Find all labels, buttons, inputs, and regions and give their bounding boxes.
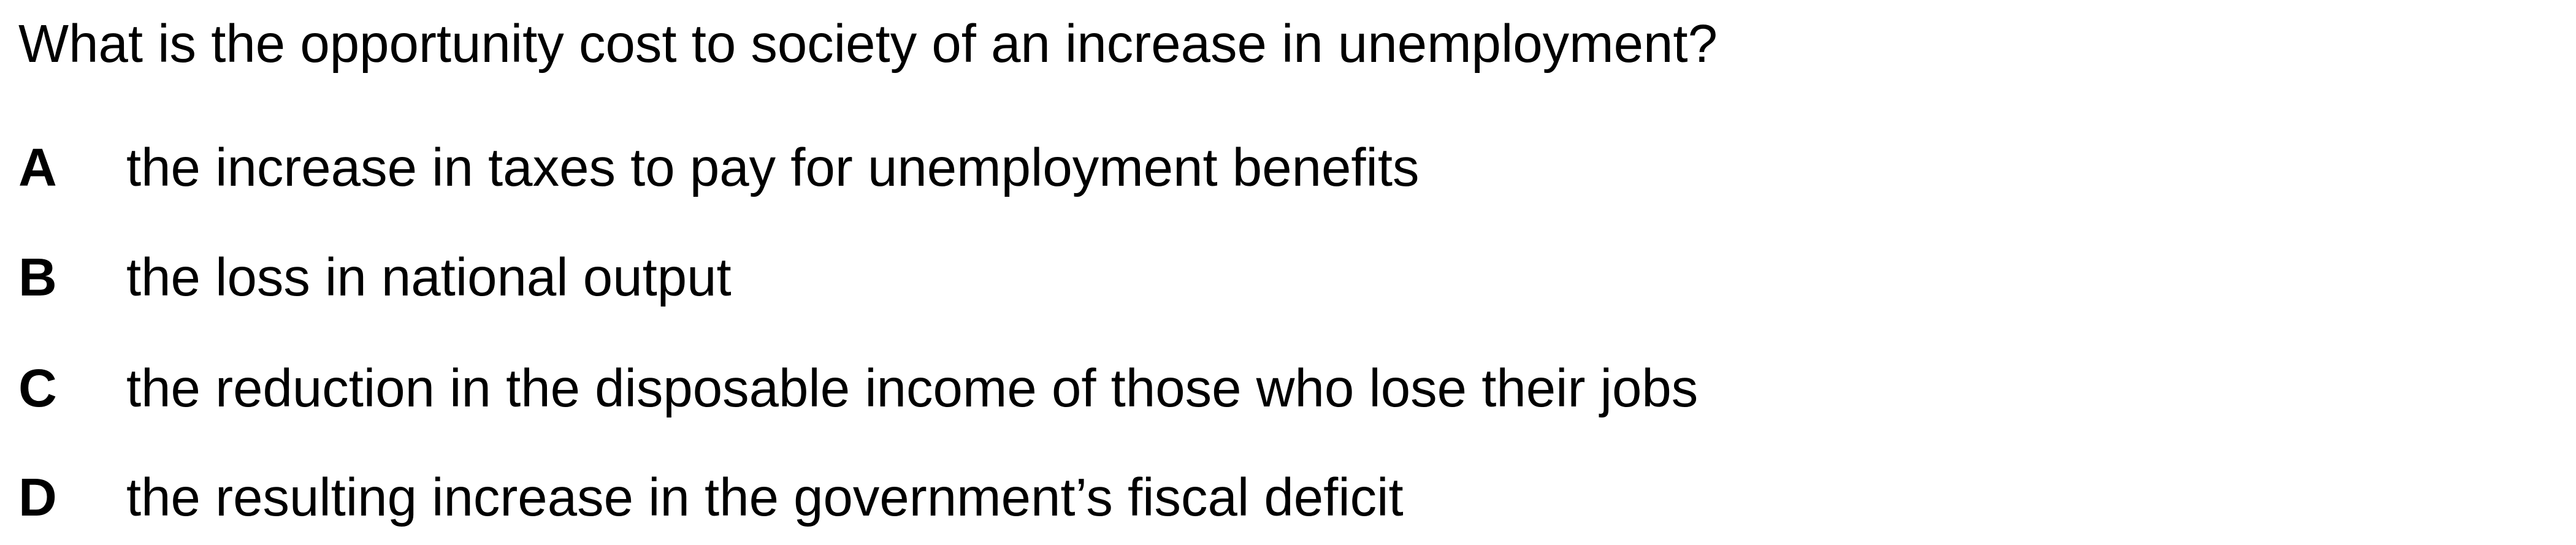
option-text: the resulting increase in the government… (126, 461, 1404, 535)
option-letter: B (18, 241, 57, 314)
option-text: the loss in national output (126, 241, 732, 314)
question-text: What is the opportunity cost to society … (18, 7, 1718, 81)
option-letter: D (18, 461, 57, 535)
option-letter: C (18, 352, 57, 425)
option-a[interactable]: A the increase in taxes to pay for unemp… (18, 131, 2532, 205)
option-letter: A (18, 131, 57, 205)
option-b[interactable]: B the loss in national output (18, 241, 2532, 314)
option-text: the increase in taxes to pay for unemplo… (126, 131, 1420, 205)
option-c[interactable]: C the reduction in the disposable income… (18, 352, 2532, 425)
option-text: the reduction in the disposable income o… (126, 352, 1698, 425)
option-d[interactable]: D the resulting increase in the governme… (18, 461, 2532, 535)
